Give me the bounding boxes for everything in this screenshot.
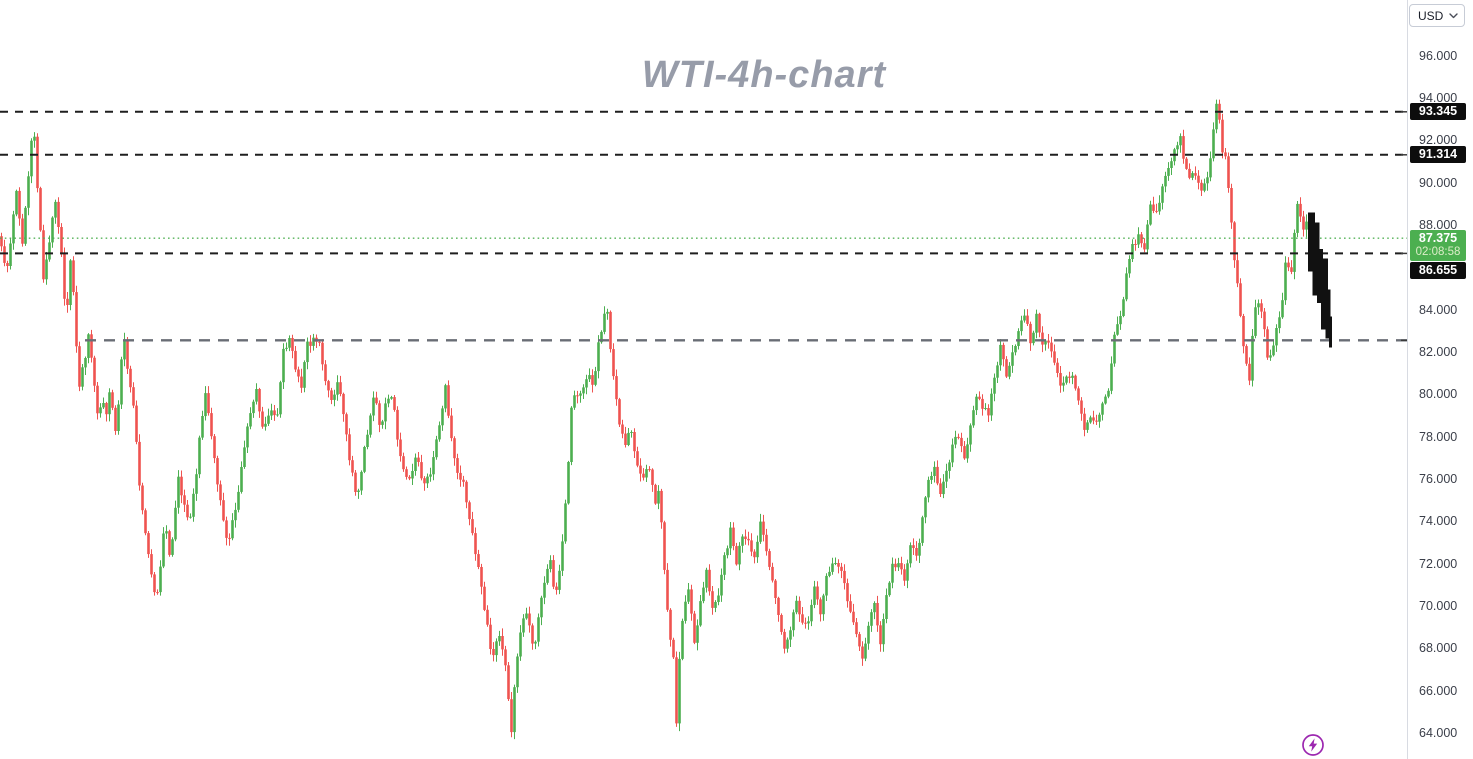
price-level-badge: 86.655 (1410, 261, 1466, 279)
current-price-badge: 87.375 02:08:58 (1410, 229, 1466, 261)
axis-tick-label: 80.000 (1419, 387, 1458, 402)
price-axis[interactable]: 96.000 94.000 92.000 90.000 88.000 84.000 82.0… (1407, 0, 1473, 759)
axis-tick-label: 66.000 (1419, 683, 1458, 698)
axis-tick-label: 64.000 (1419, 726, 1458, 740)
chevron-down-icon (1449, 12, 1458, 18)
axis-tick-label: 82.000 (1419, 344, 1458, 359)
axis-tick-label: 74.000 (1419, 514, 1458, 529)
axis-tick-label: 84.000 (1419, 302, 1458, 317)
axis-tick-label: 96.000 (1419, 48, 1458, 63)
axis-tick-label: 94.000 (1419, 90, 1458, 105)
axis-tick-label: 72.000 (1419, 556, 1458, 571)
current-price-value: 87.375 (1418, 231, 1458, 246)
axis-tick-label: 68.000 (1419, 641, 1458, 656)
chart-title-drawing: WTI-4h-chart (641, 54, 887, 96)
axis-tick-label: 92.000 (1419, 133, 1458, 148)
candle-countdown-timer: 02:08:58 (1415, 246, 1461, 259)
axis-tick-label: 78.000 (1419, 429, 1458, 444)
lightning-icon[interactable] (1301, 733, 1325, 757)
price-level-badge: 91.314 (1410, 146, 1466, 164)
currency-selector-value: USD (1418, 8, 1444, 23)
axis-tick-label: 90.000 (1419, 175, 1458, 190)
axis-tick-label: 70.000 (1419, 598, 1458, 613)
currency-selector[interactable]: USD (1409, 4, 1465, 27)
axis-tick-label: 76.000 (1419, 471, 1458, 486)
price-level-badge: 93.345 (1410, 103, 1466, 121)
axis-tick-label: 88.000 (1419, 217, 1458, 232)
